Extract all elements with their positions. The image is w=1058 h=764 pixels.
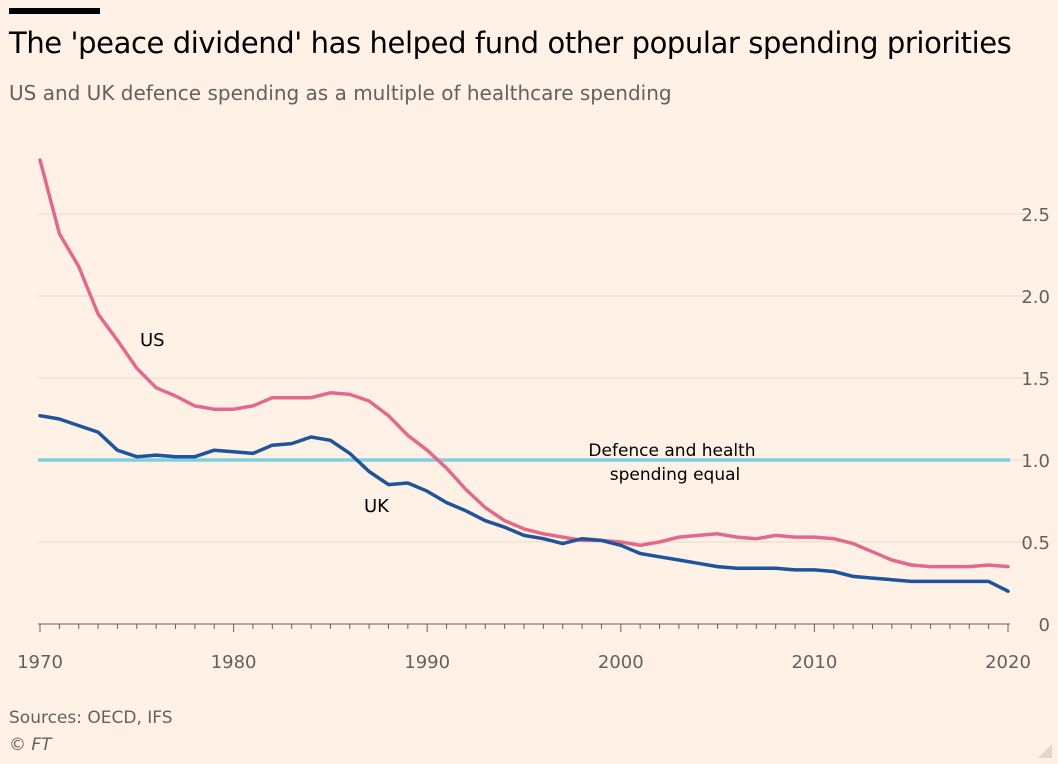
x-tick-label: 2000 xyxy=(598,652,644,673)
resize-handle-icon xyxy=(1038,744,1052,758)
y-tick-label: 0 xyxy=(1039,615,1050,636)
x-axis: 1970 1980 1990 2000 2010 2020 xyxy=(17,623,1031,673)
top-rule xyxy=(9,8,100,14)
x-tick-label: 1980 xyxy=(211,652,257,673)
copyright-note: © FT xyxy=(9,735,52,755)
y-tick-label: 1.5 xyxy=(1021,369,1050,390)
reference-label-line1: Defence and health xyxy=(588,441,755,461)
annotation-labels: US UK xyxy=(140,330,390,517)
x-tick-label: 2020 xyxy=(985,652,1031,673)
gridlines xyxy=(38,213,1030,543)
series-line-us xyxy=(38,158,1010,569)
y-tick-label: 2.5 xyxy=(1021,205,1050,226)
series-label-us: US xyxy=(140,330,165,351)
series-line-uk xyxy=(38,413,1010,593)
series-lines xyxy=(38,158,1010,593)
x-tick-label: 1990 xyxy=(404,652,450,673)
x-tick-label: 1970 xyxy=(17,652,63,673)
reference-line-group: Defence and health spending equal xyxy=(38,441,1010,485)
y-tick-label: 0.5 xyxy=(1021,533,1050,554)
chart-subtitle: US and UK defence spending as a multiple… xyxy=(9,81,672,105)
y-tick-label: 2.0 xyxy=(1021,287,1050,308)
chart-title: The 'peace dividend' has helped fund oth… xyxy=(9,26,1012,60)
y-tick-label: 1.0 xyxy=(1021,451,1050,472)
series-label-uk: UK xyxy=(364,496,390,517)
line-chart: 1970 1980 1990 2000 2010 2020 0 0.5 1.0 1.5 2.0 2.… xyxy=(17,158,1050,673)
y-axis: 0 0.5 1.0 1.5 2.0 2.5 xyxy=(1021,205,1050,636)
reference-label-line2: spending equal xyxy=(610,465,741,485)
source-note: Sources: OECD, IFS xyxy=(9,708,173,728)
x-tick-label: 2010 xyxy=(791,652,837,673)
